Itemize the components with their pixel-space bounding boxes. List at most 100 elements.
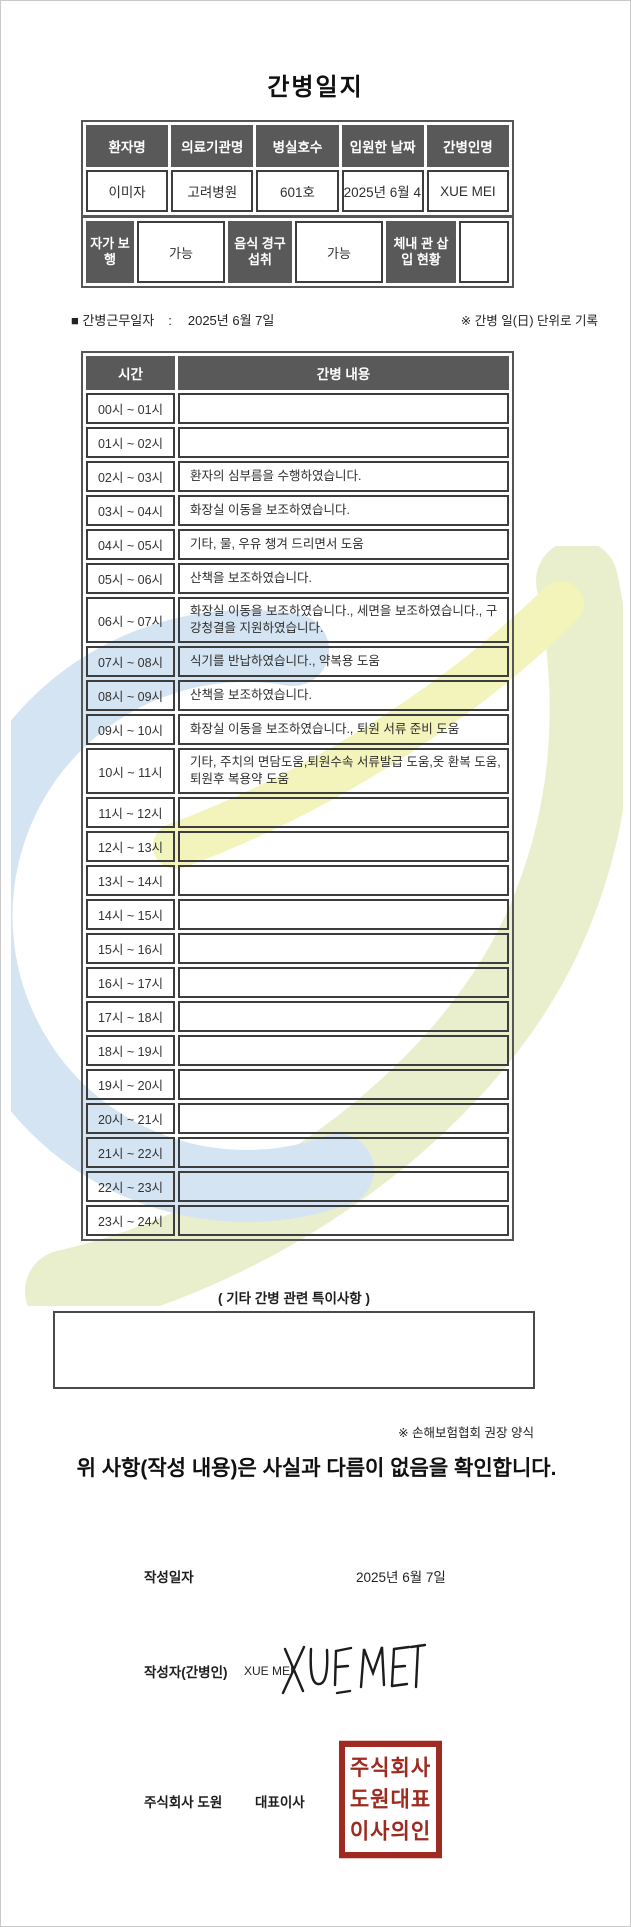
care-content-cell: 산책을 보조하였습니다. (178, 563, 509, 594)
patient-header-cell: 환자명 (86, 125, 169, 167)
company-role-label: 대표이사 (255, 1795, 305, 1810)
time-cell: 14시 ~ 15시 (86, 899, 175, 930)
care-content-cell (178, 1069, 509, 1100)
care-content-cell (178, 1171, 509, 1202)
care-log-row: 01시 ~ 02시 (86, 427, 509, 458)
patient-header-cell: 간병인명 (426, 125, 509, 167)
time-cell: 20시 ~ 21시 (86, 1103, 175, 1134)
work-date-note: ※ 간병 일(日) 단위로 기록 (460, 314, 598, 328)
stamp-text-line: 이사의인 (349, 1819, 432, 1844)
care-content-cell (178, 1137, 509, 1168)
care-content-cell (178, 427, 509, 458)
care-log-row: 10시 ~ 11시 기타, 주치의 면담도움,퇴원수속 서류발급 도움,옷 환복 … (86, 748, 509, 794)
care-content-cell: 환자의 심부름을 수행하였습니다. (178, 461, 509, 492)
care-log-row: 03시 ~ 04시 화장실 이동을 보조하였습니다. (86, 495, 509, 526)
time-cell: 01시 ~ 02시 (86, 427, 175, 458)
time-cell: 05시 ~ 06시 (86, 563, 175, 594)
time-cell: 21시 ~ 22시 (86, 1137, 175, 1168)
status-value-cell: 가능 (137, 221, 225, 283)
care-content-cell: 화장실 이동을 보조하였습니다. (178, 495, 509, 526)
care-log-row: 22시 ~ 23시 (86, 1171, 509, 1202)
care-content-cell (178, 933, 509, 964)
time-cell: 03시 ~ 04시 (86, 495, 175, 526)
patient-header-cell: 병실호수 (256, 125, 339, 167)
special-notes-box (53, 1311, 535, 1389)
time-cell: 15시 ~ 16시 (86, 933, 175, 964)
stamp-text-line: 도원대표 (349, 1787, 432, 1812)
care-log-row: 04시 ~ 05시 기타, 물, 우유 챙겨 드리면서 도움 (86, 529, 509, 560)
status-label-cell: 자가 보행 (86, 221, 134, 283)
care-log-row: 06시 ~ 07시 화장실 이동을 보조하였습니다., 세면을 보조하였습니다.,… (86, 597, 509, 643)
care-log-row: 15시 ~ 16시 (86, 933, 509, 964)
care-log-row: 16시 ~ 17시 (86, 967, 509, 998)
patient-info-table: 환자명 의료기관명 병실호수 입원한 날짜 간병인명 이미자 고려병원 601호 2025년 … (81, 120, 514, 217)
care-table-body: 00시 ~ 01시 01시 ~ 02시 02시 ~ 03시 환자의 심부름을 수행하였… (86, 393, 509, 1236)
time-cell: 02시 ~ 03시 (86, 461, 175, 492)
care-log-row: 13시 ~ 14시 (86, 865, 509, 896)
care-log-row: 20시 ~ 21시 (86, 1103, 509, 1134)
recommended-form-note: ※ 손해보험협회 권장 양식 (398, 1426, 534, 1440)
care-log-row: 18시 ~ 19시 (86, 1035, 509, 1066)
care-content-cell (178, 1001, 509, 1032)
content-column-header: 간병 내용 (178, 356, 509, 390)
patient-header-cell: 입원한 날짜 (341, 125, 424, 167)
patient-value-cell: 고려병원 (171, 170, 254, 212)
care-log-row: 14시 ~ 15시 (86, 899, 509, 930)
care-content-cell (178, 1103, 509, 1134)
time-cell: 07시 ~ 08시 (86, 646, 175, 677)
patient-header-cell: 의료기관명 (171, 125, 254, 167)
care-log-row: 19시 ~ 20시 (86, 1069, 509, 1100)
status-label-cell: 음식 경구 섭취 (228, 221, 292, 283)
company-logo-watermark (11, 546, 623, 1306)
care-content-cell (178, 797, 509, 828)
corporate-seal-stamp: 주식회사 도원대표 이사의인 (339, 1740, 442, 1859)
work-date-label: ■ 간병근무일자 (71, 313, 155, 328)
patient-value-cell: 2025년 6월 4일 (341, 170, 424, 212)
work-date-value: 2025년 6월 7일 (187, 313, 275, 328)
patient-value-cell: 601호 (256, 170, 339, 212)
time-cell: 23시 ~ 24시 (86, 1205, 175, 1236)
time-cell: 00시 ~ 01시 (86, 393, 175, 424)
time-cell: 11시 ~ 12시 (86, 797, 175, 828)
stamp-text-line: 주식회사 (349, 1755, 432, 1780)
time-cell: 17시 ~ 18시 (86, 1001, 175, 1032)
special-notes-title: ( 기타 간병 관련 특이사항 ) (218, 1291, 370, 1306)
writer-name: XUE MEI (244, 1664, 294, 1678)
care-log-table: 시간 간병 내용 00시 ~ 01시 01시 ~ 02시 02시 ~ 03시 환자의 … (81, 351, 514, 1241)
care-content-cell: 화장실 이동을 보조하였습니다., 세면을 보조하였습니다., 구강청결을 지원… (178, 597, 509, 643)
care-log-row: 11시 ~ 12시 (86, 797, 509, 828)
status-label-cell: 체내 관 삽입 현황 (386, 221, 456, 283)
care-content-cell: 기타, 물, 우유 챙겨 드리면서 도움 (178, 529, 509, 560)
care-log-row: 08시 ~ 09시 산책을 보조하였습니다. (86, 680, 509, 711)
written-date-value: 2025년 6월 7일 (356, 1570, 446, 1585)
written-date-label: 작성일자 (144, 1570, 194, 1585)
care-log-row: 12시 ~ 13시 (86, 831, 509, 862)
care-log-row: 05시 ~ 06시 산책을 보조하였습니다. (86, 563, 509, 594)
time-cell: 12시 ~ 13시 (86, 831, 175, 862)
company-name: 주식회사 도원 (144, 1795, 223, 1810)
care-content-cell (178, 865, 509, 896)
care-log-row: 21시 ~ 22시 (86, 1137, 509, 1168)
care-log-row: 02시 ~ 03시 환자의 심부름을 수행하였습니다. (86, 461, 509, 492)
confirmation-statement: 위 사항(작성 내용)은 사실과 다름이 없음을 확인합니다. (76, 1457, 557, 1480)
care-content-cell (178, 831, 509, 862)
time-cell: 16시 ~ 17시 (86, 967, 175, 998)
care-content-cell (178, 1205, 509, 1236)
status-row: 자가 보행 가능 음식 경구 섭취 가능 체내 관 삽입 현황 (86, 221, 509, 283)
time-cell: 06시 ~ 07시 (86, 597, 175, 643)
writer-label: 작성자(간병인) (144, 1665, 228, 1680)
patient-status-table: 자가 보행 가능 음식 경구 섭취 가능 체내 관 삽입 현황 (81, 216, 514, 288)
patient-value-cell: 이미자 (86, 170, 169, 212)
time-cell: 10시 ~ 11시 (86, 748, 175, 794)
care-log-row: 00시 ~ 01시 (86, 393, 509, 424)
patient-value-cell: XUE MEI (426, 170, 509, 212)
writer-signature (281, 1643, 427, 1695)
care-content-cell (178, 899, 509, 930)
care-log-row: 07시 ~ 08시 식기를 반납하였습니다., 약복용 도움 (86, 646, 509, 677)
status-value-cell (459, 221, 509, 283)
time-column-header: 시간 (86, 356, 175, 390)
care-content-cell: 화장실 이동을 보조하였습니다., 퇴원 서류 준비 도움 (178, 714, 509, 745)
care-content-cell: 식기를 반납하였습니다., 약복용 도움 (178, 646, 509, 677)
